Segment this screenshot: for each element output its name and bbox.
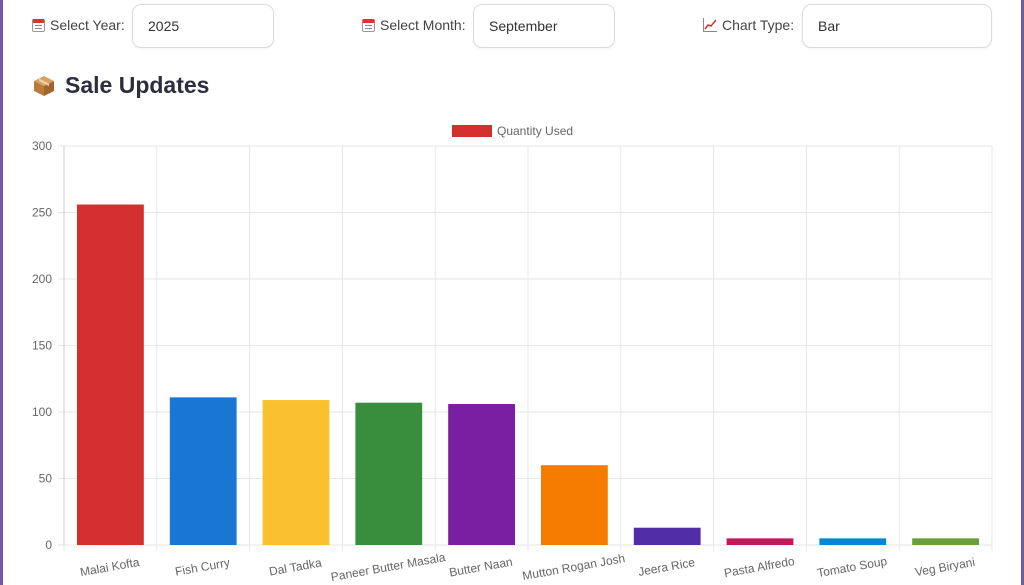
- sales-bar-chart: Quantity Used 0 50 100 150 200 250 300 Malai K…: [32, 124, 993, 584]
- x-tick-label: Paneer Butter Masala: [330, 550, 447, 584]
- year-select[interactable]: 2025: [132, 4, 274, 48]
- y-axis: 0 50 100 150 200 250 300: [32, 139, 52, 552]
- bar-fish-curry[interactable]: [169, 397, 237, 545]
- y-tick-label: 200: [32, 272, 52, 286]
- bar-tomato-soup[interactable]: [819, 538, 887, 545]
- bar-malai-kofta[interactable]: [76, 204, 144, 545]
- grid-lines: [58, 145, 993, 551]
- section-title-text: Sale Updates: [65, 72, 210, 98]
- year-label-text: Select Year:: [50, 17, 125, 33]
- month-label-text: Select Month:: [380, 17, 466, 33]
- bar-dal-tadka[interactable]: [262, 400, 330, 545]
- bar-mutton-rogan-josh[interactable]: [540, 465, 608, 545]
- x-tick-label: Veg Biryani: [914, 555, 976, 579]
- bar-paneer-butter-masala[interactable]: [355, 402, 423, 545]
- bar-veg-biryani[interactable]: [912, 538, 980, 545]
- chart-type-label-text: Chart Type:: [722, 17, 795, 33]
- y-tick-label: 300: [32, 139, 52, 153]
- chart-type-filter-label: Chart Type:: [703, 17, 794, 33]
- x-tick-label: Malai Kofta: [79, 555, 141, 579]
- x-axis: Malai Kofta Fish Curry Dal Tadka Paneer But…: [79, 550, 976, 584]
- bar-jeera-rice[interactable]: [633, 527, 701, 545]
- y-tick-label: 250: [32, 206, 52, 220]
- bar-pasta-alfredo[interactable]: [726, 538, 794, 545]
- section-title: Sale Updates: [32, 72, 209, 99]
- year-filter-label: Select Year:: [32, 17, 125, 33]
- package-icon: [32, 74, 56, 98]
- month-select[interactable]: September: [473, 4, 615, 48]
- bar-butter-naan[interactable]: [448, 404, 516, 545]
- x-tick-label: Pasta Alfredo: [723, 554, 796, 580]
- y-tick-label: 150: [32, 339, 52, 353]
- chart-increasing-icon: [703, 18, 717, 32]
- chart-type-select[interactable]: Bar: [802, 4, 992, 48]
- frame-right-border: [1021, 0, 1024, 585]
- legend-swatch: [452, 125, 492, 137]
- chart-legend[interactable]: Quantity Used: [452, 124, 573, 138]
- x-tick-label: Butter Naan: [448, 555, 514, 580]
- x-tick-label: Dal Tadka: [268, 555, 323, 578]
- frame-left-border: [0, 0, 3, 585]
- filter-bar: Select Year: 2025 Select Month: Septembe…: [0, 0, 1024, 52]
- x-tick-label: Fish Curry: [174, 555, 231, 578]
- calendar-icon: [362, 18, 375, 32]
- x-tick-label: Jeera Rice: [637, 555, 696, 579]
- x-tick-label: Mutton Rogan Josh: [521, 551, 626, 583]
- y-tick-label: 0: [45, 538, 52, 552]
- calendar-icon: [32, 18, 45, 32]
- x-tick-label: Tomato Soup: [816, 554, 888, 580]
- y-tick-label: 100: [32, 405, 52, 419]
- bars: [76, 204, 980, 545]
- month-filter-label: Select Month:: [362, 17, 466, 33]
- legend-label: Quantity Used: [497, 124, 573, 138]
- y-tick-label: 50: [39, 472, 53, 486]
